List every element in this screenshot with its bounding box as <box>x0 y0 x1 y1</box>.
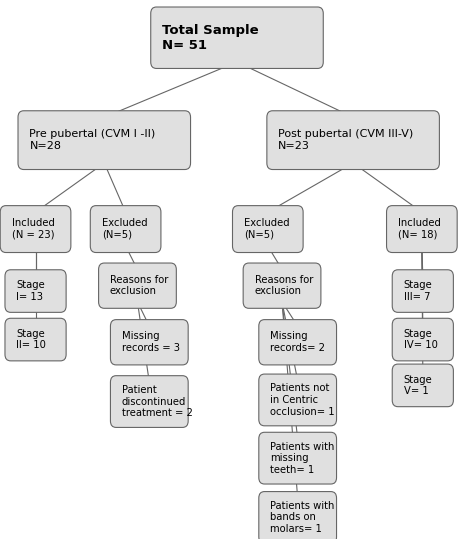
FancyBboxPatch shape <box>0 206 71 252</box>
Text: Patients not
in Centric
occlusion= 1: Patients not in Centric occlusion= 1 <box>270 383 335 417</box>
FancyBboxPatch shape <box>151 7 323 68</box>
FancyBboxPatch shape <box>232 206 303 252</box>
FancyBboxPatch shape <box>392 364 453 407</box>
FancyBboxPatch shape <box>18 111 191 169</box>
Text: Stage
III= 7: Stage III= 7 <box>403 280 432 302</box>
FancyBboxPatch shape <box>387 206 457 252</box>
FancyBboxPatch shape <box>267 111 439 169</box>
FancyBboxPatch shape <box>259 374 337 426</box>
FancyBboxPatch shape <box>5 270 66 313</box>
Text: Included
(N = 23): Included (N = 23) <box>11 218 55 240</box>
Text: Stage
V= 1: Stage V= 1 <box>403 375 432 396</box>
Text: Patients with
missing
teeth= 1: Patients with missing teeth= 1 <box>270 441 335 475</box>
Text: Included
(N= 18): Included (N= 18) <box>398 218 441 240</box>
Text: Post pubertal (CVM III-V)
N=23: Post pubertal (CVM III-V) N=23 <box>278 129 413 151</box>
FancyBboxPatch shape <box>259 320 337 365</box>
Text: Excluded
(N=5): Excluded (N=5) <box>102 218 147 240</box>
FancyBboxPatch shape <box>90 206 161 252</box>
FancyBboxPatch shape <box>259 492 337 539</box>
Text: Pre pubertal (CVM I -II)
N=28: Pre pubertal (CVM I -II) N=28 <box>29 129 155 151</box>
FancyBboxPatch shape <box>110 376 188 427</box>
FancyBboxPatch shape <box>392 270 453 313</box>
FancyBboxPatch shape <box>392 318 453 361</box>
Text: Missing
records = 3: Missing records = 3 <box>122 331 180 353</box>
FancyBboxPatch shape <box>243 263 321 308</box>
Text: Stage
IV= 10: Stage IV= 10 <box>403 329 438 350</box>
FancyBboxPatch shape <box>259 432 337 484</box>
FancyBboxPatch shape <box>110 320 188 365</box>
Text: Excluded
(N=5): Excluded (N=5) <box>244 218 290 240</box>
Text: Total Sample
N= 51: Total Sample N= 51 <box>162 24 259 52</box>
Text: Patient
discontinued
treatment = 2: Patient discontinued treatment = 2 <box>122 385 193 418</box>
Text: Reasons for
exclusion: Reasons for exclusion <box>255 275 313 296</box>
Text: Stage
II= 10: Stage II= 10 <box>16 329 46 350</box>
Text: Missing
records= 2: Missing records= 2 <box>270 331 325 353</box>
Text: Patients with
bands on
molars= 1: Patients with bands on molars= 1 <box>270 501 335 534</box>
Text: Reasons for
exclusion: Reasons for exclusion <box>110 275 168 296</box>
FancyBboxPatch shape <box>99 263 176 308</box>
FancyBboxPatch shape <box>5 318 66 361</box>
Text: Stage
I= 13: Stage I= 13 <box>16 280 45 302</box>
